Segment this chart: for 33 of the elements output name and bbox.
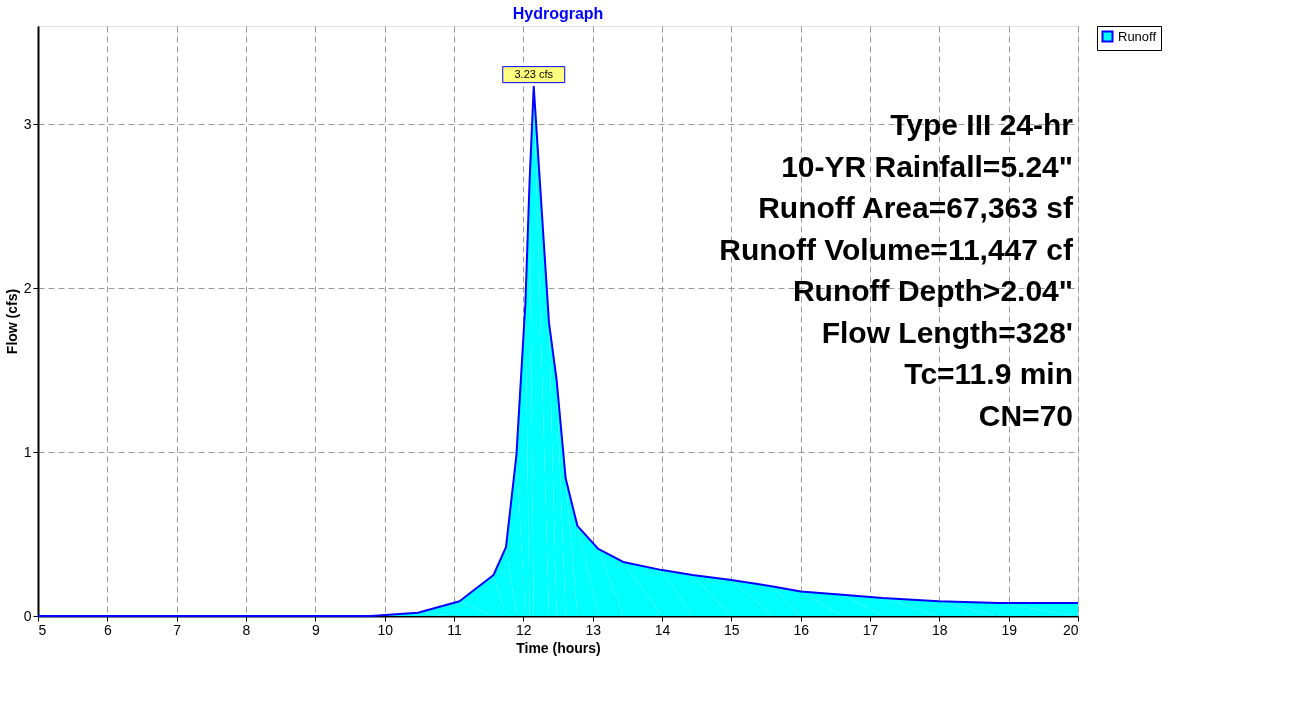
legend-label: Runoff [1118,28,1157,44]
x-tick-label: 14 [654,621,671,638]
x-tick-label: 16 [793,621,810,638]
x-tick-label: 6 [103,621,112,638]
x-tick-label: 8 [242,621,251,638]
y-tick-label: 0 [23,607,32,624]
x-tick-label: 5 [38,621,47,638]
x-tick-label: 17 [862,621,879,638]
annotation: 3.23 cfs [514,67,554,80]
x-tick-label: 7 [173,621,182,638]
annotation: Runoff Volume=11,447 cf [719,232,1075,266]
x-tick-label: 20 [1062,621,1079,638]
y-axis-title: Flow (cfs) [3,288,20,355]
x-tick-label: 15 [724,621,740,638]
x-tick-label: 19 [1001,621,1018,638]
y-tick-label: 2 [23,279,32,296]
x-tick-label: 18 [932,621,948,638]
annotation: Tc=11.9 min [904,357,1073,390]
y-tick-label: 3 [23,115,32,132]
annotation: Runoff Depth>2.04" [792,274,1073,307]
annotation: Type III 24-hr [890,108,1074,141]
x-axis-title: Time (hours) [516,639,601,656]
y-tick-label: 1 [23,443,32,460]
x-tick-label: 13 [585,621,602,638]
chart-title: Hydrograph [512,4,604,22]
annotation: CN=70 [978,398,1073,432]
annotation: 10-YR Rainfall=5.24" [781,149,1073,183]
annotation: Flow Length=328' [821,315,1073,349]
x-tick-label: 9 [311,621,320,638]
annotation: Runoff Area=67,363 sf [758,191,1074,224]
x-tick-label: 12 [516,621,532,638]
x-tick-label: 11 [447,621,462,638]
x-tick-label: 10 [377,621,394,638]
